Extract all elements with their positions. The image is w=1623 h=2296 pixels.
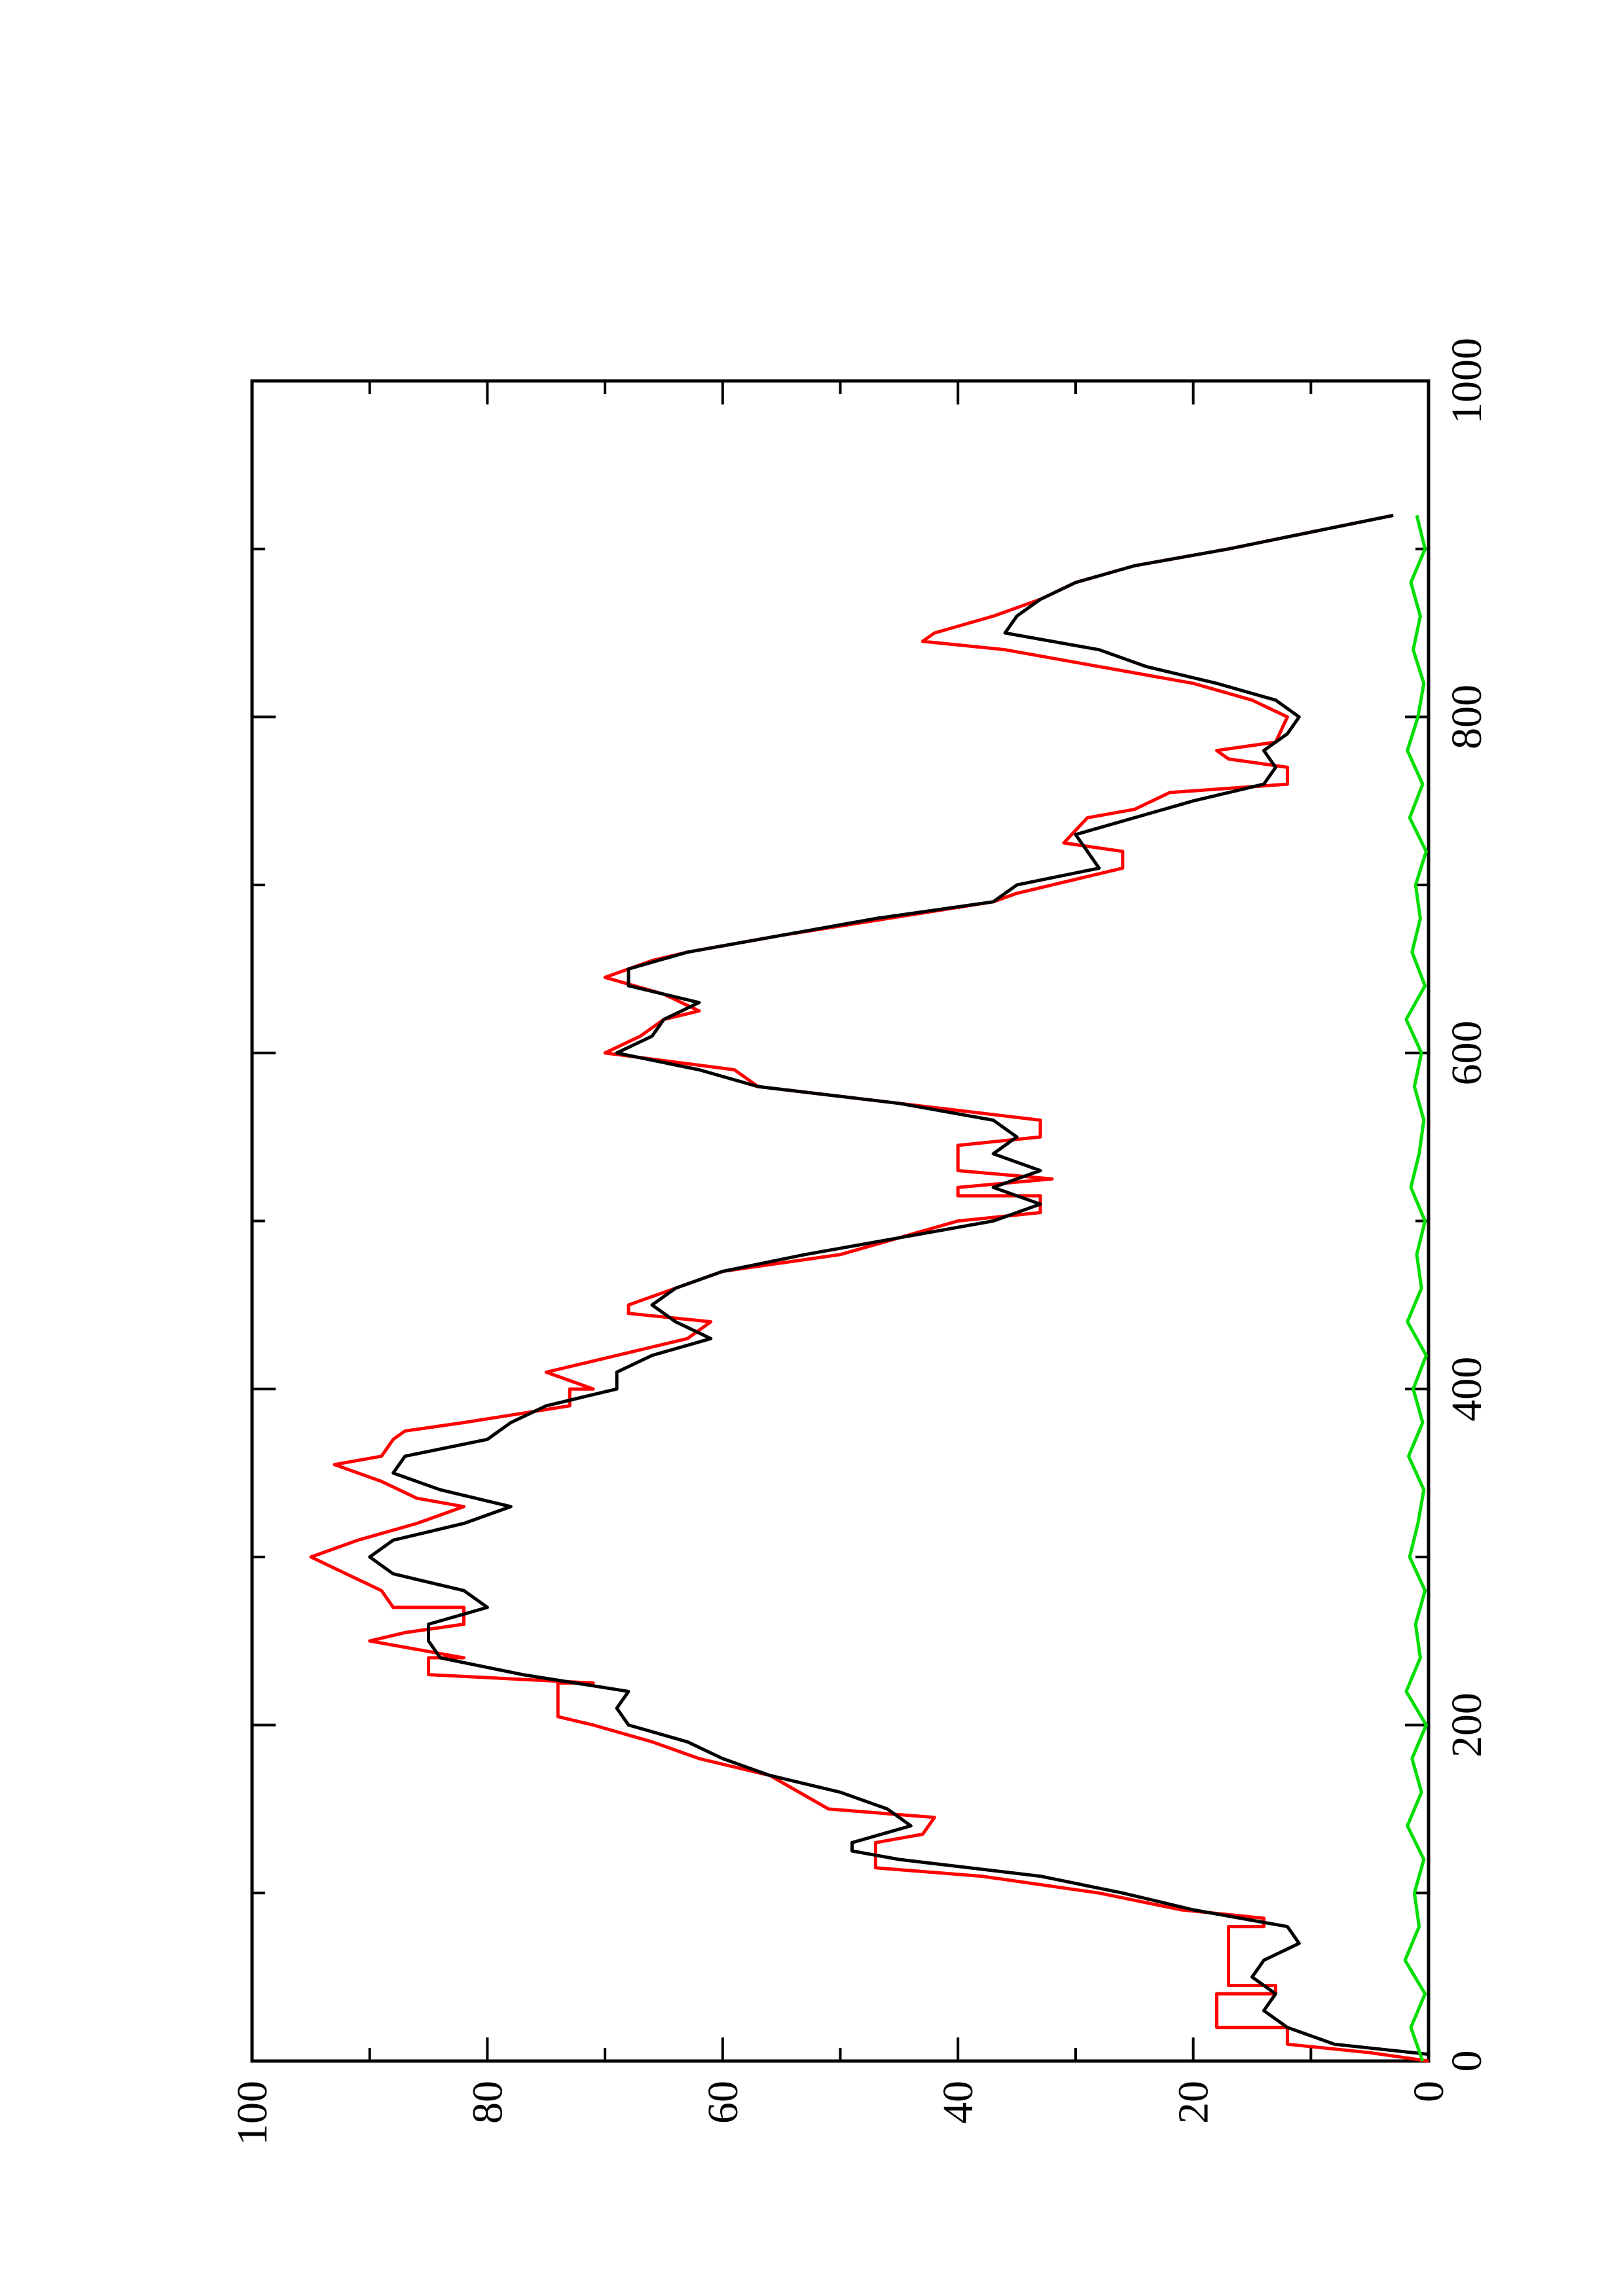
data-line — [368, 513, 1429, 2056]
y-tick-label: 80 — [464, 2081, 511, 2124]
y-tick-label: 100 — [228, 2081, 276, 2145]
plot-area: 0 200 400 600 800 1000 0 20 40 60 80 100 — [228, 338, 1491, 2145]
x-tick-label: 400 — [1443, 1357, 1491, 1422]
x-tick-label: 800 — [1443, 685, 1491, 749]
y-tick-label: 40 — [934, 2081, 982, 2124]
x-tick-label: 1000 — [1443, 338, 1491, 424]
y-tick-label: 60 — [699, 2081, 747, 2124]
x-tick-label: 600 — [1443, 1020, 1491, 1085]
y-tick-label: 0 — [1405, 2081, 1453, 2102]
x-tick-label: 200 — [1443, 1693, 1491, 1757]
y-tick-label: 20 — [1170, 2081, 1218, 2124]
x-tick-label: 0 — [1443, 2051, 1491, 2072]
data-line — [1403, 514, 1428, 2062]
data-line — [309, 513, 1429, 2063]
